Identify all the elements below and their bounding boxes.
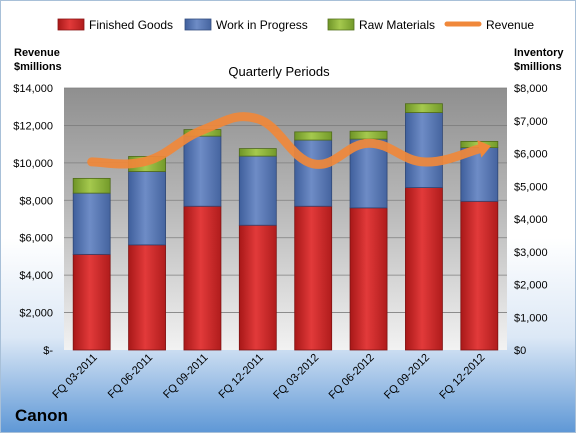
right-axis-title-line2: $millions <box>514 61 562 73</box>
revenue-arrowhead <box>477 140 491 158</box>
category-label: FQ 03-2012 <box>271 352 321 402</box>
bar-work-in-progress <box>405 112 443 188</box>
revenue-line-group <box>87 112 491 169</box>
category-label: FQ 06-2012 <box>327 352 377 402</box>
left-axis-tick-label: $4,000 <box>19 270 53 282</box>
category-label: FQ 12-2012 <box>437 352 487 402</box>
right-axis-tick-label: $2,000 <box>514 280 548 292</box>
legend: Finished Goods Work in Progress Raw Mate… <box>57 18 534 32</box>
bars <box>72 103 499 351</box>
category-label: FQ 06-2011 <box>106 352 155 401</box>
category-label: FQ 03-2011 <box>50 352 99 401</box>
legend-label-raw-materials: Raw Materials <box>359 18 435 32</box>
right-axis-ticks: $0 $1,000 $2,000 $3,000 $4,000 $5,000 $6,000 $7… <box>514 83 548 357</box>
legend-label-work-in-progress: Work in Progress <box>216 18 308 32</box>
category-label: FQ 09-2012 <box>382 352 432 402</box>
left-axis-ticks: $- $2,000 $4,000 $6,000 $8,000 $10,000 $12,000… <box>13 83 53 357</box>
bar-finished-goods <box>72 253 111 351</box>
bar-raw-materials <box>405 103 443 113</box>
left-axis-tick-label: $12,000 <box>13 120 53 132</box>
bar-raw-materials <box>72 177 111 194</box>
left-axis-tick-label: $14,000 <box>13 83 53 95</box>
right-axis-title-line1: Inventory <box>514 47 564 59</box>
bar-raw-materials <box>238 148 277 157</box>
bar-finished-goods <box>405 187 443 351</box>
bar-finished-goods <box>294 205 333 351</box>
legend-label-revenue: Revenue <box>486 18 534 32</box>
right-axis-tick-label: $1,000 <box>514 312 548 324</box>
left-axis-tick-label: $- <box>43 345 53 357</box>
left-axis-title-line2: $millions <box>14 61 62 73</box>
bar-finished-goods <box>460 200 499 351</box>
category-label: FQ 12-2011 <box>217 352 266 401</box>
left-axis-tick-label: $8,000 <box>19 195 53 207</box>
right-axis-tick-label: $4,000 <box>514 214 548 226</box>
right-axis-tick-label: $5,000 <box>514 181 548 193</box>
right-axis-tick-label: $3,000 <box>514 247 548 259</box>
right-axis-tick-label: $0 <box>514 345 526 357</box>
left-axis-title-line1: Revenue <box>14 47 60 59</box>
bar-work-in-progress <box>128 171 166 246</box>
right-axis-tick-label: $6,000 <box>514 149 548 161</box>
category-label: FQ 09-2011 <box>161 352 210 401</box>
right-axis-tick-label: $7,000 <box>514 116 548 128</box>
right-axis-tick-label: $8,000 <box>514 83 548 95</box>
left-axis-tick-label: $6,000 <box>19 233 53 245</box>
legend-swatch-finished-goods <box>57 18 85 31</box>
bar-work-in-progress <box>294 139 333 207</box>
legend-swatch-work-in-progress <box>184 18 212 31</box>
legend-swatch-raw-materials <box>327 18 355 31</box>
bar-finished-goods <box>349 207 388 351</box>
bar-work-in-progress <box>72 192 111 255</box>
bar-raw-materials <box>349 130 388 140</box>
bar-raw-materials <box>294 131 333 141</box>
left-axis-tick-label: $2,000 <box>19 308 53 320</box>
bar-work-in-progress <box>183 135 222 207</box>
bar-finished-goods <box>128 244 166 351</box>
bar-finished-goods <box>238 224 277 351</box>
bar-finished-goods <box>183 205 222 351</box>
chart-title: Quarterly Periods <box>228 64 330 79</box>
bar-work-in-progress <box>238 155 277 226</box>
company-name: Canon <box>15 406 68 425</box>
revenue-line <box>87 112 484 169</box>
legend-label-finished-goods: Finished Goods <box>89 18 173 32</box>
category-labels: FQ 03-2011 FQ 06-2011 FQ 09-2011 FQ 12-2011… <box>50 352 487 402</box>
left-axis-tick-label: $10,000 <box>13 158 53 170</box>
